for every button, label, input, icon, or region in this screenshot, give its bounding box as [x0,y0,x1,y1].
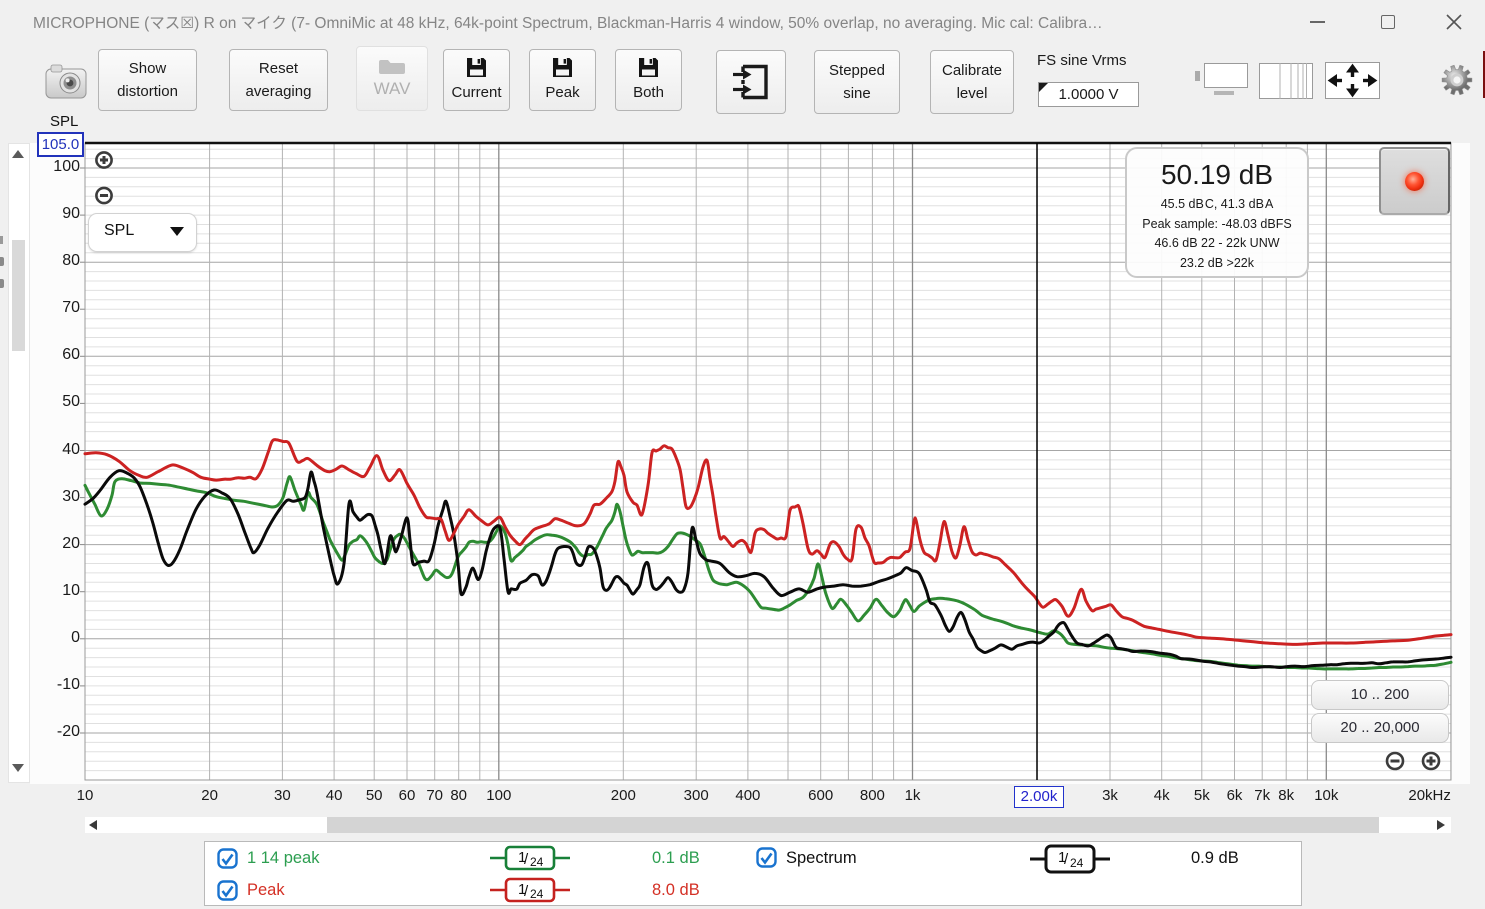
svg-text:/: / [524,883,529,900]
svg-text:1: 1 [518,881,526,898]
svg-text:24: 24 [530,887,544,901]
svg-text:1: 1 [518,849,526,866]
svg-text:24: 24 [1070,856,1084,870]
svg-text:/: / [524,851,529,868]
svg-text:24: 24 [530,855,544,869]
svg-text:1: 1 [1058,849,1066,866]
svg-text:/: / [1064,851,1069,868]
